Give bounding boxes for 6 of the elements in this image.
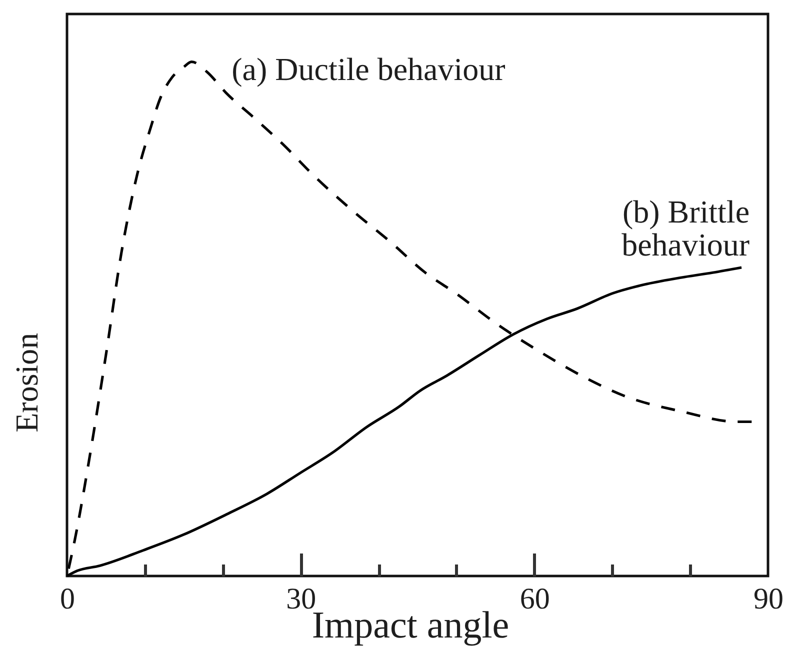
x-tick-label: 90 bbox=[754, 582, 784, 616]
x-tick-label: 60 bbox=[520, 582, 550, 616]
x-tick-label: 0 bbox=[60, 582, 75, 616]
series-label: (a) Ductile behaviour bbox=[232, 50, 506, 87]
y-axis-title: Erosion bbox=[8, 332, 44, 432]
series-label: (b) Brittle behaviour bbox=[622, 193, 750, 262]
